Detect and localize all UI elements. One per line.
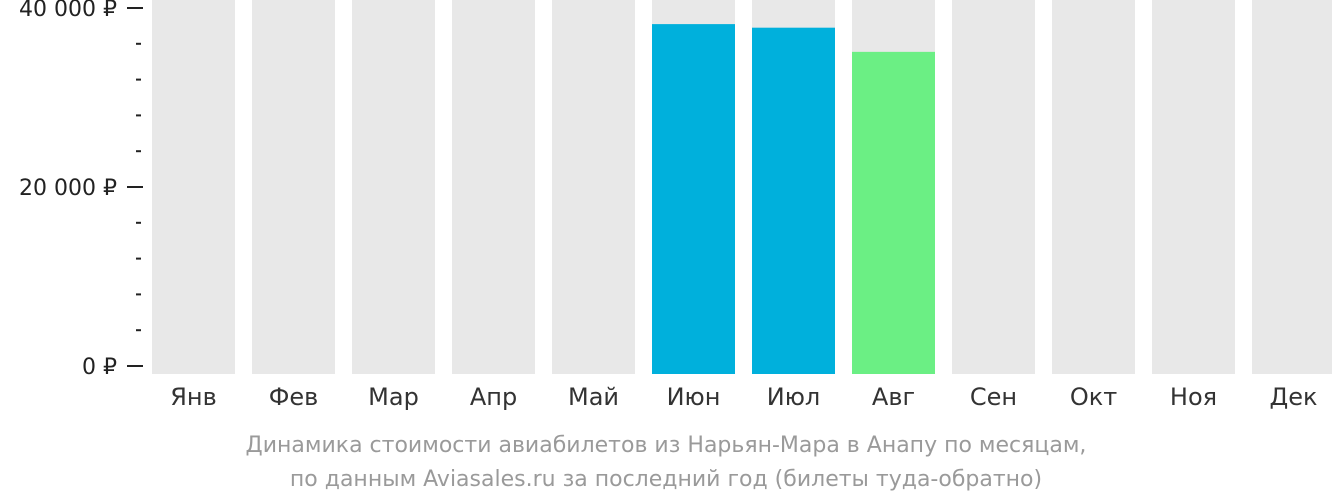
x-tick-label: Май xyxy=(568,383,619,411)
y-tick-label: 40 000 ₽ xyxy=(19,0,117,22)
price-bar xyxy=(752,27,835,374)
background-bar xyxy=(1152,0,1235,374)
background-bar xyxy=(352,0,435,374)
background-bar xyxy=(552,0,635,374)
price-bar-chart: Янв Фев Мар Апр Май Июн Июл Авг Сен Окт Ноя Дек 0 ₽ 2… xyxy=(19,0,1332,411)
background-bar xyxy=(1052,0,1135,374)
x-tick-label: Янв xyxy=(170,383,217,411)
x-tick-label: Сен xyxy=(970,383,1017,411)
x-tick-label: Фев xyxy=(269,383,319,411)
background-bar xyxy=(252,0,335,374)
chart-caption-line-2: по данным Aviasales.ru за последний год … xyxy=(289,467,1043,492)
x-tick-label: Ноя xyxy=(1170,383,1217,411)
background-bar xyxy=(1252,0,1332,374)
x-tick-label: Июн xyxy=(667,383,721,411)
x-tick-label: Апр xyxy=(470,383,517,411)
x-tick-label: Мар xyxy=(368,383,419,411)
price-bar xyxy=(652,24,735,375)
chart-caption-line-1: Динамика стоимости авиабилетов из Нарьян… xyxy=(245,433,1087,458)
x-tick-label: Авг xyxy=(872,383,915,411)
y-tick-label: 20 000 ₽ xyxy=(19,176,117,201)
background-bar xyxy=(452,0,535,374)
x-tick-label: Окт xyxy=(1070,383,1117,411)
background-bar xyxy=(952,0,1035,374)
x-tick-label: Июл xyxy=(767,383,821,411)
price-bar xyxy=(852,51,935,374)
background-bar xyxy=(152,0,235,374)
y-tick-label: 0 ₽ xyxy=(82,355,117,380)
x-tick-label: Дек xyxy=(1269,383,1317,411)
